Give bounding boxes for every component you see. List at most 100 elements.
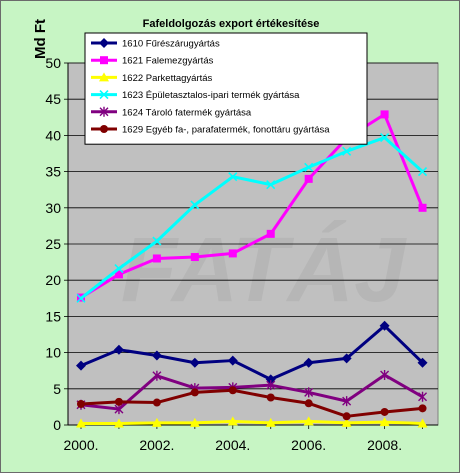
legend-label: 1624 Tároló fatermék gyártása [122, 107, 252, 118]
legend-entry: 1622 Parkettagyártás [91, 72, 213, 84]
series-3 [76, 416, 428, 428]
data-point [152, 370, 162, 381]
legend-entry: 1623 Épületasztalos-ipari termék gyártás… [91, 90, 300, 101]
data-point [190, 200, 200, 210]
legend-label: 1629 Egyéb fa-, parafatermék, fonottáru … [122, 125, 330, 136]
data-point [380, 407, 389, 416]
legend-entry: 1610 Fűrészárugyártás [91, 38, 220, 50]
data-point [114, 397, 123, 406]
data-point [99, 90, 109, 100]
y-tick-label: 20 [45, 272, 61, 288]
data-point [266, 380, 276, 391]
y-tick-label: 35 [45, 164, 61, 180]
data-point [76, 360, 86, 371]
data-point [379, 320, 390, 331]
data-point [342, 412, 351, 421]
data-point [228, 172, 238, 182]
data-point [152, 236, 162, 246]
data-point [266, 393, 275, 402]
data-point [380, 133, 390, 143]
data-point [380, 110, 389, 119]
data-point [99, 38, 109, 48]
legend-label: 1623 Épületasztalos-ipari termék gyártás… [122, 90, 300, 101]
data-point [417, 357, 428, 368]
data-point [114, 270, 123, 279]
data-point [342, 396, 352, 407]
y-tick-label: 15 [45, 308, 61, 324]
legend-box [84, 32, 368, 145]
data-point [228, 386, 237, 395]
data-point [113, 344, 124, 355]
data-point [100, 56, 108, 65]
data-point [380, 370, 390, 381]
series-line [81, 419, 423, 426]
data-point [341, 353, 352, 364]
legend-entry: 1621 Falemezgyártás [91, 56, 214, 67]
data-point [303, 357, 314, 368]
data-point [266, 180, 276, 190]
y-tick-label: 50 [45, 55, 61, 71]
legend-label: 1621 Falemezgyártás [122, 56, 214, 67]
y-axis-ticks: 0 5 10 15 20 25 30 35 40 45 50 [45, 55, 68, 433]
legend-label: 1610 Fűrészárugyártás [122, 39, 220, 50]
data-point [152, 254, 161, 263]
data-point [304, 162, 314, 172]
data-point [100, 125, 108, 133]
data-point [418, 404, 427, 413]
x-tick-label: 2008. [367, 437, 402, 453]
data-point [99, 106, 109, 117]
y-tick-label: 25 [45, 236, 61, 252]
data-point [418, 391, 428, 402]
legend-entry: 1629 Egyéb fa-, parafatermék, fonottáru … [91, 125, 330, 136]
data-point [227, 416, 238, 426]
data-point [76, 418, 86, 428]
data-point [417, 418, 428, 428]
data-point [228, 249, 237, 258]
y-axis-title: Md Ft [32, 19, 49, 59]
series-line [80, 373, 424, 411]
series-6 [77, 386, 427, 421]
y-tick-label: 0 [53, 417, 61, 433]
data-point [151, 350, 162, 361]
legend-label: 1622 Parkettagyártás [122, 73, 213, 84]
data-point [304, 387, 314, 398]
x-tick-label: 2000. [63, 437, 98, 453]
data-point [418, 203, 427, 212]
x-tick-label: 2006. [291, 437, 326, 453]
data-point [342, 146, 352, 156]
data-point [151, 417, 162, 427]
data-point [303, 416, 314, 426]
data-point [265, 417, 276, 427]
legend: 1610 Fűrészárugyártás 1621 Falemezgyártás… [84, 32, 368, 145]
data-point [77, 400, 85, 409]
y-tick-label: 10 [45, 345, 61, 361]
data-point [114, 264, 124, 274]
data-point [304, 399, 313, 408]
data-point [190, 253, 199, 262]
y-tick-label: 40 [45, 127, 61, 143]
y-tick-label: 5 [53, 381, 61, 397]
series-line [80, 324, 424, 381]
x-tick-label: 2002. [139, 437, 174, 453]
data-point [189, 417, 200, 427]
data-point [152, 398, 161, 407]
data-point [304, 174, 313, 183]
chart-title: Fafeldolgozás export értékesítése [143, 18, 320, 30]
x-axis-ticks: 2000. 2002. 2004. 2006. 2008. [63, 425, 423, 453]
data-point [379, 417, 390, 427]
series-line [80, 388, 423, 418]
data-point [189, 357, 200, 368]
data-point [266, 229, 275, 238]
data-point [76, 293, 86, 303]
data-point [113, 418, 124, 428]
y-tick-label: 30 [45, 200, 61, 216]
data-point [417, 167, 428, 177]
data-point [99, 72, 109, 82]
y-tick-label: 45 [45, 91, 61, 107]
data-point [341, 417, 352, 427]
legend-entry: 1624 Tároló fatermék gyártása [91, 106, 252, 118]
series-1 [76, 320, 428, 385]
x-tick-label: 2004. [215, 437, 250, 453]
